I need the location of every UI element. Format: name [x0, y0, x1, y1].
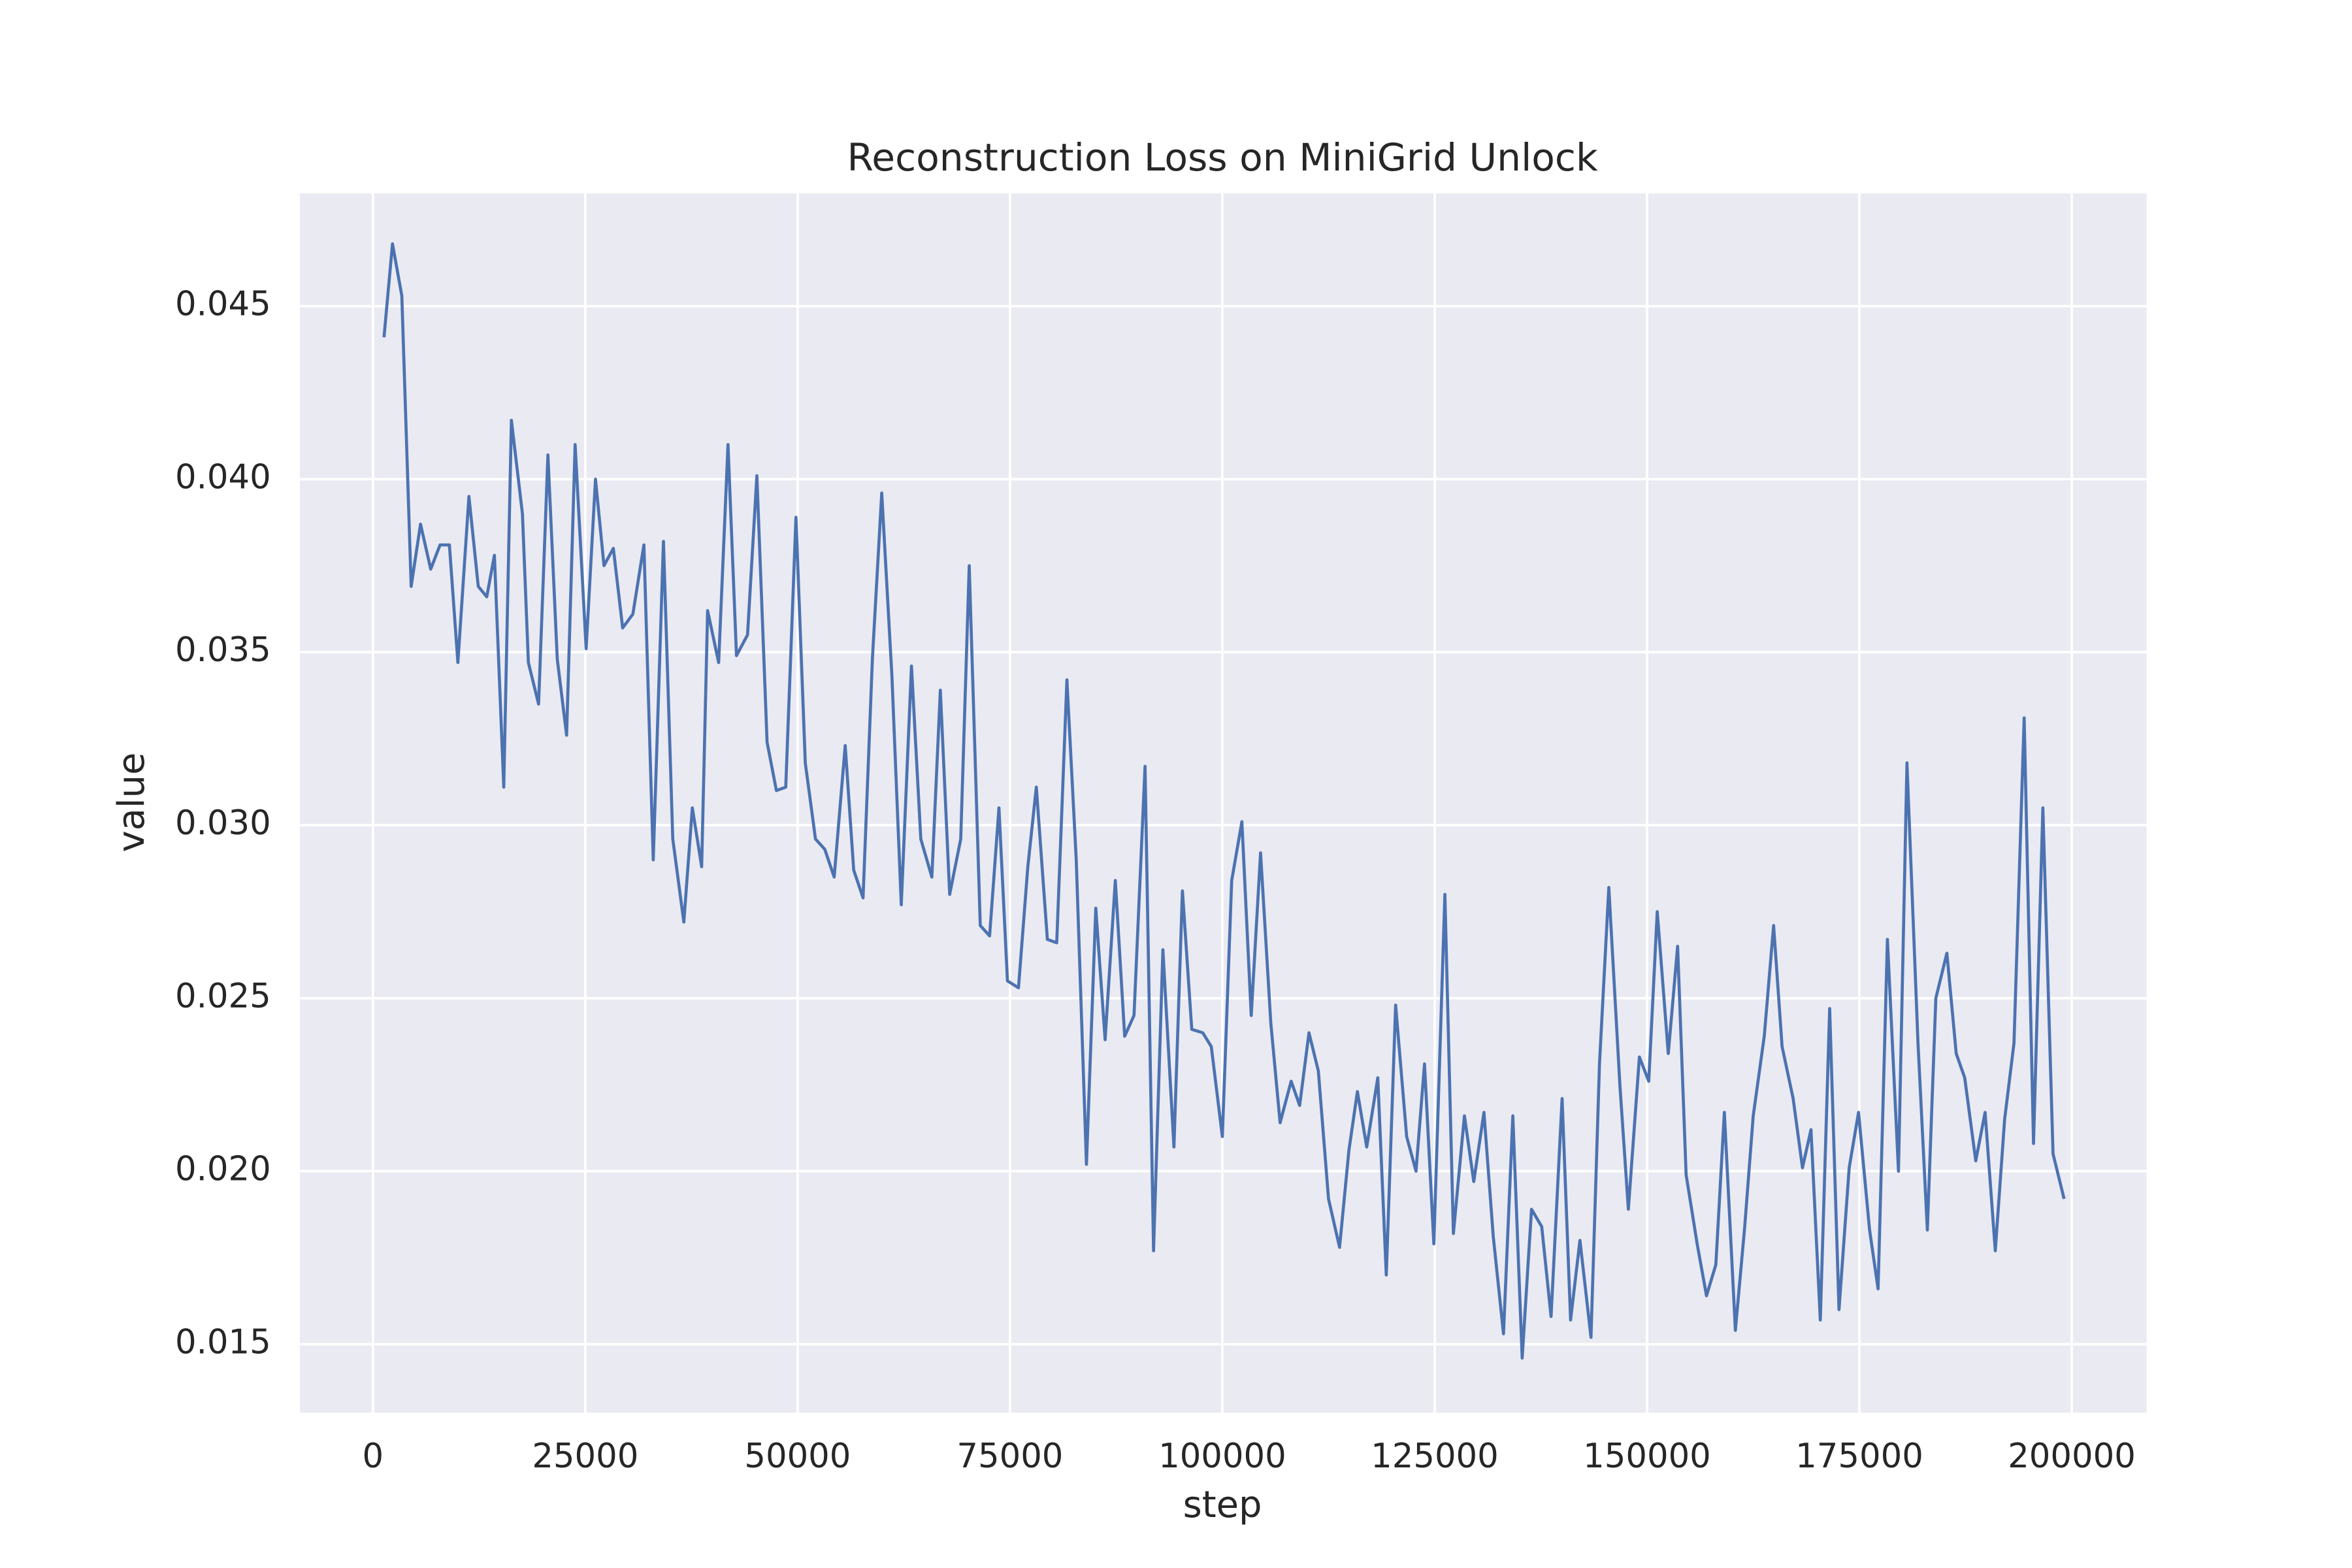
x-tick-label: 200000: [2008, 1437, 2136, 1476]
x-tick-label: 175000: [1795, 1437, 1923, 1476]
marks: [382, 242, 2066, 1360]
x-tick-label: 25000: [532, 1437, 638, 1476]
x-tick-label: 125000: [1371, 1437, 1499, 1476]
y-tick-label: 0.045: [175, 285, 271, 324]
x-axis-label: step: [1183, 1484, 1262, 1526]
y-tick-label: 0.040: [175, 457, 271, 497]
y-axis-label: value: [110, 753, 153, 853]
x-tick-label: 150000: [1583, 1437, 1711, 1476]
y-tick-label: 0.020: [175, 1150, 271, 1189]
grid: [300, 193, 2147, 1413]
y-tick-label: 0.015: [175, 1322, 271, 1362]
labels: Reconstruction Loss on MiniGrid Unlock s…: [110, 135, 2136, 1526]
x-tick-label: 0: [363, 1437, 384, 1476]
x-tick-label: 50000: [744, 1437, 851, 1476]
x-tick-label: 75000: [956, 1437, 1063, 1476]
y-tick-label: 0.025: [175, 977, 271, 1016]
x-tick-label: 100000: [1158, 1437, 1286, 1476]
chart-title: Reconstruction Loss on MiniGrid Unlock: [847, 135, 1598, 180]
data-line: [382, 242, 2066, 1360]
y-tick-label: 0.030: [175, 804, 271, 843]
y-tick-label: 0.035: [175, 630, 271, 670]
